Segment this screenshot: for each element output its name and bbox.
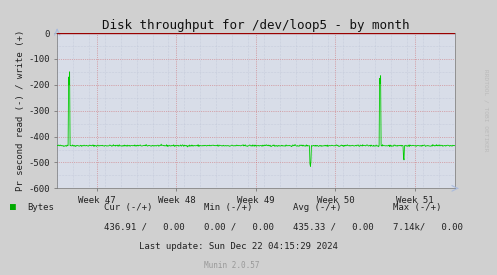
Text: Avg (-/+): Avg (-/+) <box>293 204 341 212</box>
Text: Munin 2.0.57: Munin 2.0.57 <box>204 261 259 270</box>
Text: Max (-/+): Max (-/+) <box>393 204 441 212</box>
Text: Min (-/+): Min (-/+) <box>204 204 252 212</box>
Text: RRDTOOL / TOBI OETIKER: RRDTOOL / TOBI OETIKER <box>484 69 489 151</box>
Text: 436.91 /   0.00: 436.91 / 0.00 <box>104 223 185 232</box>
Text: Cur (-/+): Cur (-/+) <box>104 204 153 212</box>
Text: 7.14k/   0.00: 7.14k/ 0.00 <box>393 223 463 232</box>
Text: 435.33 /   0.00: 435.33 / 0.00 <box>293 223 374 232</box>
Text: ■: ■ <box>10 202 16 212</box>
Text: 0.00 /   0.00: 0.00 / 0.00 <box>204 223 274 232</box>
Y-axis label: Pr second read (-) / write (+): Pr second read (-) / write (+) <box>16 30 25 191</box>
Text: Last update: Sun Dec 22 04:15:29 2024: Last update: Sun Dec 22 04:15:29 2024 <box>139 242 338 251</box>
Title: Disk throughput for /dev/loop5 - by month: Disk throughput for /dev/loop5 - by mont… <box>102 19 410 32</box>
Text: Bytes: Bytes <box>27 204 54 212</box>
